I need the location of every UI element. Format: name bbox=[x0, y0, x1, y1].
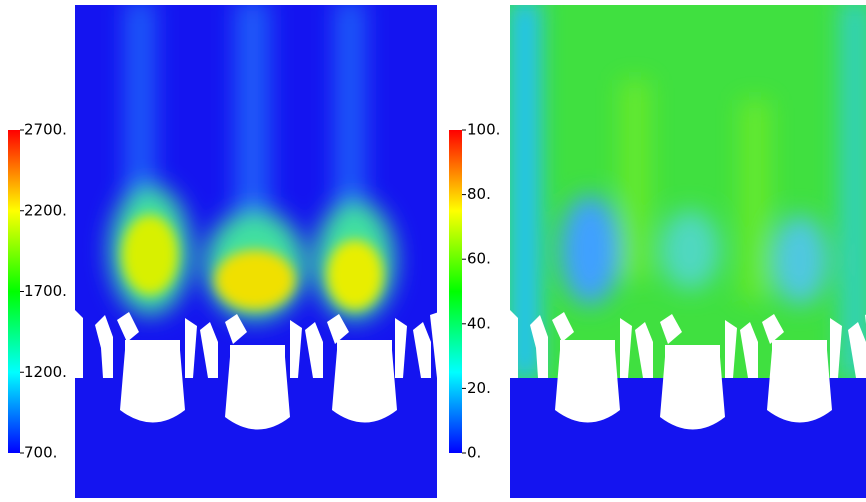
tick-label: 60. bbox=[467, 250, 491, 268]
tick-label: 0. bbox=[467, 444, 481, 462]
tick-label: 700. bbox=[24, 444, 57, 462]
temperature-field bbox=[75, 5, 437, 498]
tick-label: 2200. bbox=[24, 201, 67, 219]
colorbar bbox=[449, 130, 462, 453]
tick-label: 80. bbox=[467, 185, 491, 203]
fraction-field bbox=[510, 5, 866, 498]
tick-label: 100. bbox=[467, 121, 500, 139]
tick-label: 40. bbox=[467, 314, 491, 332]
tick-label: 1200. bbox=[24, 363, 67, 381]
tick-label: 2700. bbox=[24, 121, 67, 139]
tick-label: 1700. bbox=[24, 282, 67, 300]
colorbar bbox=[8, 130, 20, 453]
tick-label: 20. bbox=[467, 379, 491, 397]
